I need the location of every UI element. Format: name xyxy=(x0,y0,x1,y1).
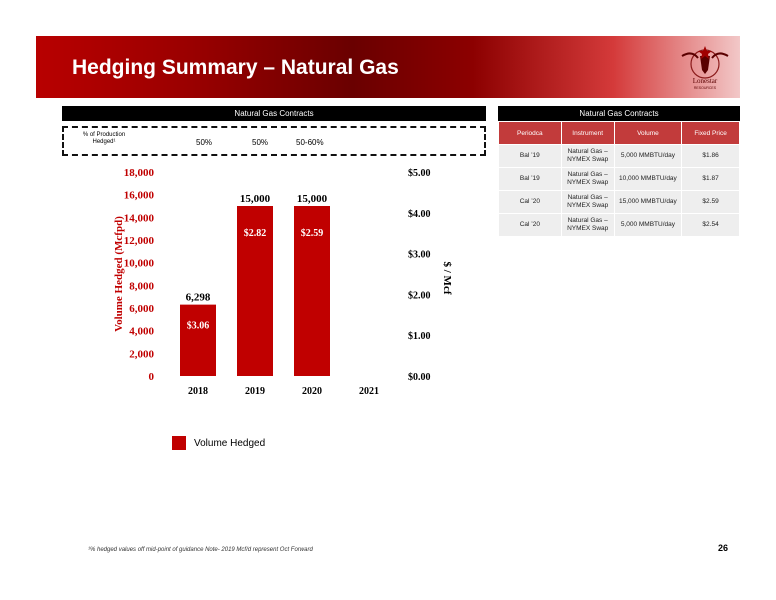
production-hedged-label: % of Production Hedged¹ xyxy=(82,132,126,145)
bar xyxy=(294,206,330,376)
cell-period: Cal ’20 xyxy=(498,213,562,237)
page-title: Hedging Summary – Natural Gas xyxy=(72,56,399,79)
bar xyxy=(237,206,273,376)
footnote: ¹% hedged values off mid-point of guidan… xyxy=(88,547,313,553)
table-row: Bal ’19 Natural Gas – NYMEX Swap 10,000 … xyxy=(498,167,740,191)
y2-tick-label: $0.00 xyxy=(408,372,431,383)
title-banner: Hedging Summary – Natural Gas xyxy=(36,36,740,98)
y-tick-label: 6,000 xyxy=(129,303,154,315)
y-tick-label: 10,000 xyxy=(124,258,155,270)
bar-price-label: $3.06 xyxy=(187,321,210,332)
legend-swatch-volume-hedged xyxy=(172,436,186,450)
y-tick-label: 16,000 xyxy=(124,190,155,202)
bar-value-label: 6,298 xyxy=(186,292,211,304)
y-tick-label: 2,000 xyxy=(129,348,154,360)
cell-fixed-price: $1.87 xyxy=(681,167,740,191)
y2-tick-label: $4.00 xyxy=(408,209,431,220)
column-header-period: Periodca xyxy=(498,121,562,145)
y2-tick-label: $1.00 xyxy=(408,331,431,342)
y2-axis-title: $ / Mcf xyxy=(441,262,453,295)
cell-period: Cal ’20 xyxy=(498,190,562,214)
table-row: Cal ’20 Natural Gas – NYMEX Swap 15,000 … xyxy=(498,190,740,214)
production-hedged-2019: 50% xyxy=(252,138,269,147)
cell-volume: 10,000 MMBTU/day xyxy=(613,167,683,191)
right-panel-header: Natural Gas Contracts xyxy=(498,106,740,121)
x-tick-label: 2021 xyxy=(359,386,379,397)
y-tick-label: 8,000 xyxy=(129,280,154,292)
production-hedged-2018: 50% xyxy=(196,138,213,147)
cell-period: Bal ’19 xyxy=(498,167,562,191)
y-axis-title: Volume Hedged (Mcfpd) xyxy=(113,216,125,332)
hedge-contracts-table: Periodca Instrument Volume Fixed Price B… xyxy=(498,121,740,237)
bar-price-label: $2.59 xyxy=(301,228,324,239)
cell-instrument: Natural Gas – NYMEX Swap xyxy=(560,190,615,214)
column-header-volume: Volume xyxy=(613,121,683,145)
cell-fixed-price: $1.86 xyxy=(681,144,740,168)
x-tick-label: 2020 xyxy=(302,386,322,397)
logo-text: Lonestar xyxy=(693,77,718,85)
column-header-instrument: Instrument xyxy=(560,121,615,145)
y-tick-label: 14,000 xyxy=(124,212,155,224)
bar-price-label: $2.82 xyxy=(244,228,267,239)
cell-fixed-price: $2.59 xyxy=(681,190,740,214)
y-tick-label: 0 xyxy=(149,371,155,383)
x-tick-label: 2018 xyxy=(188,386,208,397)
cell-volume: 5,000 MMBTU/day xyxy=(613,144,683,168)
column-header-fixed-price: Fixed Price xyxy=(681,121,740,145)
cell-fixed-price: $2.54 xyxy=(681,213,740,237)
table-header-row: Periodca Instrument Volume Fixed Price xyxy=(498,121,740,145)
y2-tick-label: $3.00 xyxy=(408,250,431,261)
bar-value-label: 15,000 xyxy=(240,193,271,205)
cell-period: Bal ’19 xyxy=(498,144,562,168)
cell-instrument: Natural Gas – NYMEX Swap xyxy=(560,167,615,191)
cell-volume: 5,000 MMBTU/day xyxy=(613,213,683,237)
cell-volume: 15,000 MMBTU/day xyxy=(613,190,683,214)
y-tick-label: 12,000 xyxy=(124,235,155,247)
y2-tick-label: $2.00 xyxy=(408,290,431,301)
lonestar-logo: Lonestar RESOURCES xyxy=(681,46,729,90)
left-panel-header: Natural Gas Contracts xyxy=(62,106,486,121)
cell-instrument: Natural Gas – NYMEX Swap xyxy=(560,213,615,237)
production-hedged-box: % of Production Hedged¹ 50% 50% 50-60% xyxy=(62,126,486,156)
volume-hedged-chart: 0 2,000 4,000 6,000 8,000 10,000 12,000 14,000 1… xyxy=(113,167,453,397)
logo-subtext: RESOURCES xyxy=(694,86,717,90)
legend-label-volume-hedged: Volume Hedged xyxy=(194,437,266,449)
bar-value-label: 15,000 xyxy=(297,193,328,205)
chart-legend: Volume Hedged xyxy=(172,436,265,450)
cell-instrument: Natural Gas – NYMEX Swap xyxy=(560,144,615,168)
table-row: Cal ’20 Natural Gas – NYMEX Swap 5,000 M… xyxy=(498,213,740,237)
y-tick-label: 4,000 xyxy=(129,326,154,338)
x-tick-label: 2019 xyxy=(245,386,265,397)
bar xyxy=(180,304,216,376)
production-hedged-2020: 50-60% xyxy=(296,138,324,147)
table-row: Bal ’19 Natural Gas – NYMEX Swap 5,000 M… xyxy=(498,144,740,168)
page-number: 26 xyxy=(718,543,729,553)
y-tick-label: 18,000 xyxy=(124,167,155,179)
y2-tick-label: $5.00 xyxy=(408,168,431,179)
